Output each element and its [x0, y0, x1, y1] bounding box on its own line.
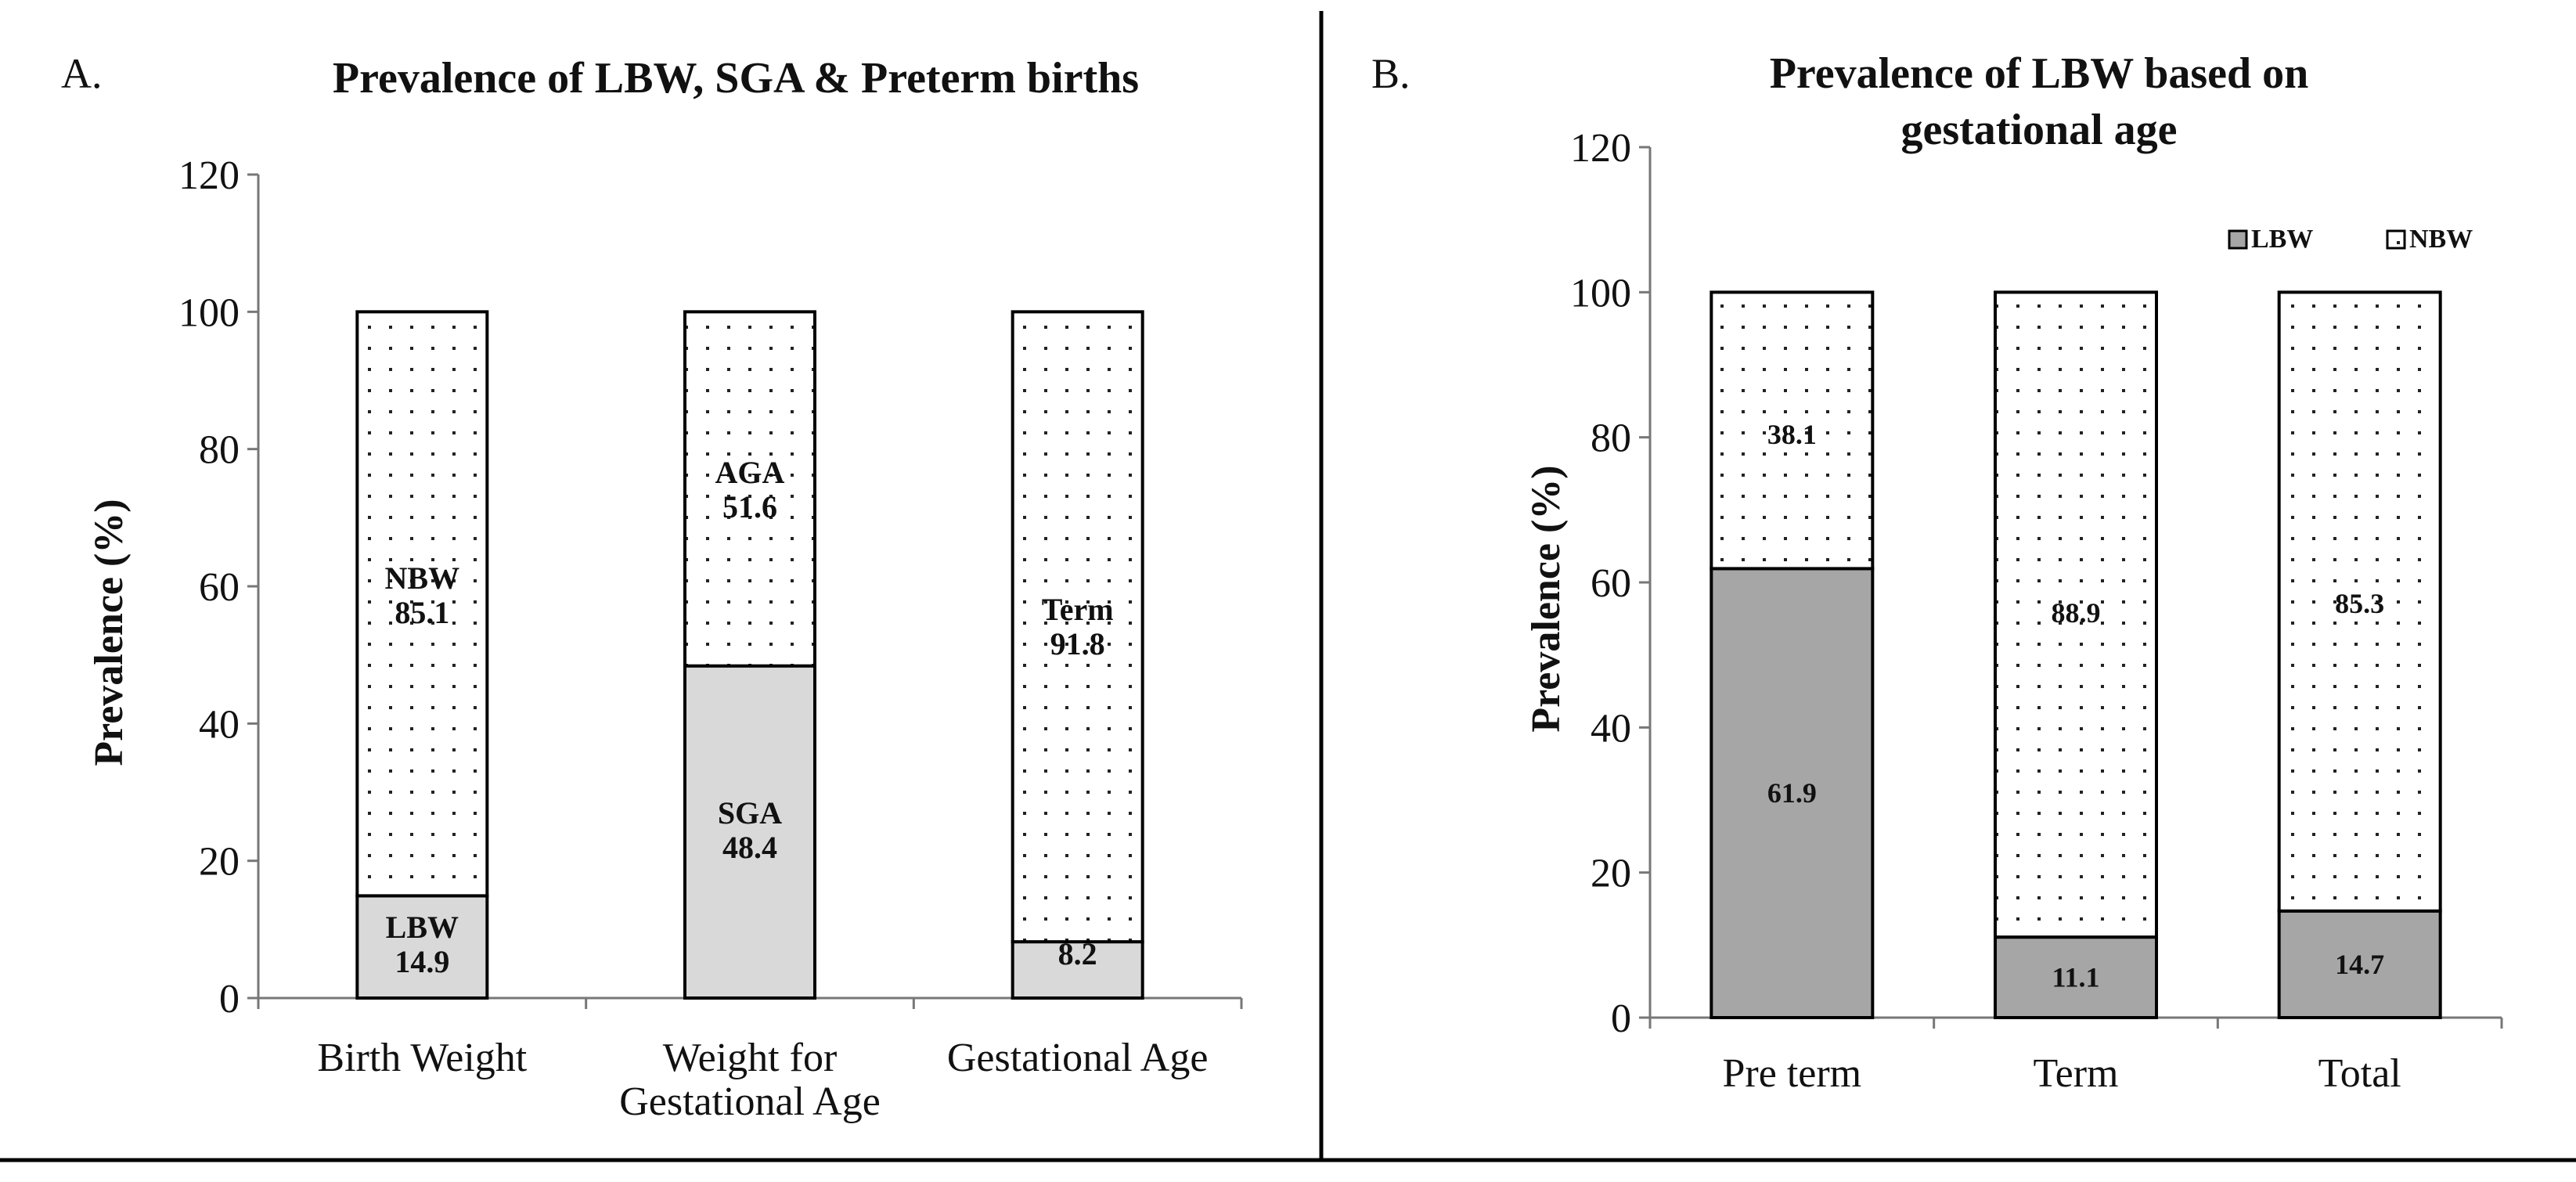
legend-swatch-lbw	[2228, 229, 2248, 250]
panel-a-data-label: 48.4	[722, 830, 777, 865]
panel-b-bar-NBW-1	[1994, 290, 2158, 939]
panel-a-bar-upper-2	[1011, 310, 1144, 944]
panel-b-bar-LBW-2	[2277, 909, 2442, 1020]
panel-b-y-tick-label: 40	[1591, 706, 1631, 751]
panel-b-y-tick-label: 60	[1591, 561, 1631, 606]
panel-b-data-label: 85.3	[2335, 588, 2384, 619]
panel-a-bar-lower-0	[355, 894, 489, 1000]
panel-b-bar-NBW-0	[1710, 290, 1875, 571]
panel-a-bar-lower-1	[683, 664, 816, 1000]
panel-a-y-tick-label: 120	[178, 153, 240, 198]
panel-b-category-label: Total	[2318, 1051, 2401, 1096]
panel-a-category-label: Weight for	[663, 1036, 838, 1080]
panel-a-category-label: Gestational Age	[947, 1036, 1209, 1080]
panel-b-title-line-2: gestational age	[1900, 106, 2177, 154]
panel-a: A. Prevalence of LBW, SGA & Preterm birt…	[61, 50, 1243, 1124]
panel-b: B. Prevalence of LBW based on gestationa…	[1371, 49, 2503, 1096]
panel-a-category-label: Gestational Age	[619, 1079, 881, 1124]
panel-b-y-tick-label: 20	[1591, 852, 1631, 896]
panel-a-y-tick-label: 40	[199, 702, 240, 747]
panel-b-y-tick-label: 0	[1611, 996, 1631, 1041]
panel-b-bar-LBW-0	[1710, 567, 1875, 1019]
panel-a-bar-lower-2	[1011, 940, 1144, 1000]
panel-a-data-label: 51.6	[722, 489, 777, 524]
panel-b-y-tick-label: 100	[1570, 271, 1631, 315]
panel-b-y-tick-label: 80	[1591, 416, 1631, 461]
panel-b-y-axis-title: Prevalence (%)	[1524, 465, 1569, 732]
panel-a-data-label: SGA	[718, 795, 782, 831]
panel-b-legend: LBW NBW	[2228, 225, 2473, 254]
panel-a-data-label: 14.9	[395, 944, 449, 979]
panel-b-plot: 0 20 40 60 80 100 120 Pre term 61.9 38.1 Term 11.1 8…	[1570, 126, 2503, 1096]
panel-a-data-label: LBW	[386, 910, 459, 945]
panel-a-y-tick-label: 100	[178, 290, 240, 335]
panel-a-category-label: Birth Weight	[317, 1036, 527, 1080]
panel-a-data-label: 85.1	[395, 595, 449, 630]
panel-a-bar-upper-0	[355, 310, 489, 898]
panel-a-title: Prevalence of LBW, SGA & Preterm births	[333, 54, 1139, 103]
panel-a-letter: A.	[61, 50, 103, 97]
panel-b-data-label: 61.9	[1767, 777, 1817, 809]
panel-a-data-label: NBW	[385, 560, 460, 596]
panel-b-category-label: Term	[2034, 1051, 2119, 1096]
panel-a-y-tick-label: 80	[199, 428, 240, 473]
panel-a-y-tick-label: 0	[219, 977, 240, 1022]
legend-label-nbw: NBW	[2409, 225, 2473, 254]
panel-b-y-tick-label: 120	[1570, 126, 1631, 171]
legend-swatch-nbw	[2386, 229, 2406, 250]
panel-b-data-label: 11.1	[2052, 962, 2099, 993]
panel-a-y-tick-label: 20	[199, 840, 240, 885]
panel-b-letter: B.	[1371, 50, 1410, 97]
panel-b-bar-NBW-2	[2277, 290, 2442, 913]
panel-b-title-line-1: Prevalence of LBW based on	[1770, 49, 2309, 98]
panel-a-bar-upper-1	[683, 310, 816, 668]
panel-a-y-tick-label: 60	[199, 565, 240, 610]
panel-a-data-label: 91.8	[1050, 626, 1105, 661]
panel-b-data-label: 88.9	[2052, 597, 2101, 629]
panel-b-data-label: 14.7	[2335, 949, 2384, 980]
legend-label-lbw: LBW	[2251, 225, 2313, 254]
panel-b-data-label: 38.1	[1767, 419, 1817, 450]
panel-a-data-label: AGA	[715, 455, 785, 490]
panel-b-category-label: Pre term	[1723, 1051, 1862, 1096]
panel-a-data-label: Term	[1042, 592, 1114, 627]
panel-a-y-axis-title: Prevalence (%)	[87, 499, 132, 766]
